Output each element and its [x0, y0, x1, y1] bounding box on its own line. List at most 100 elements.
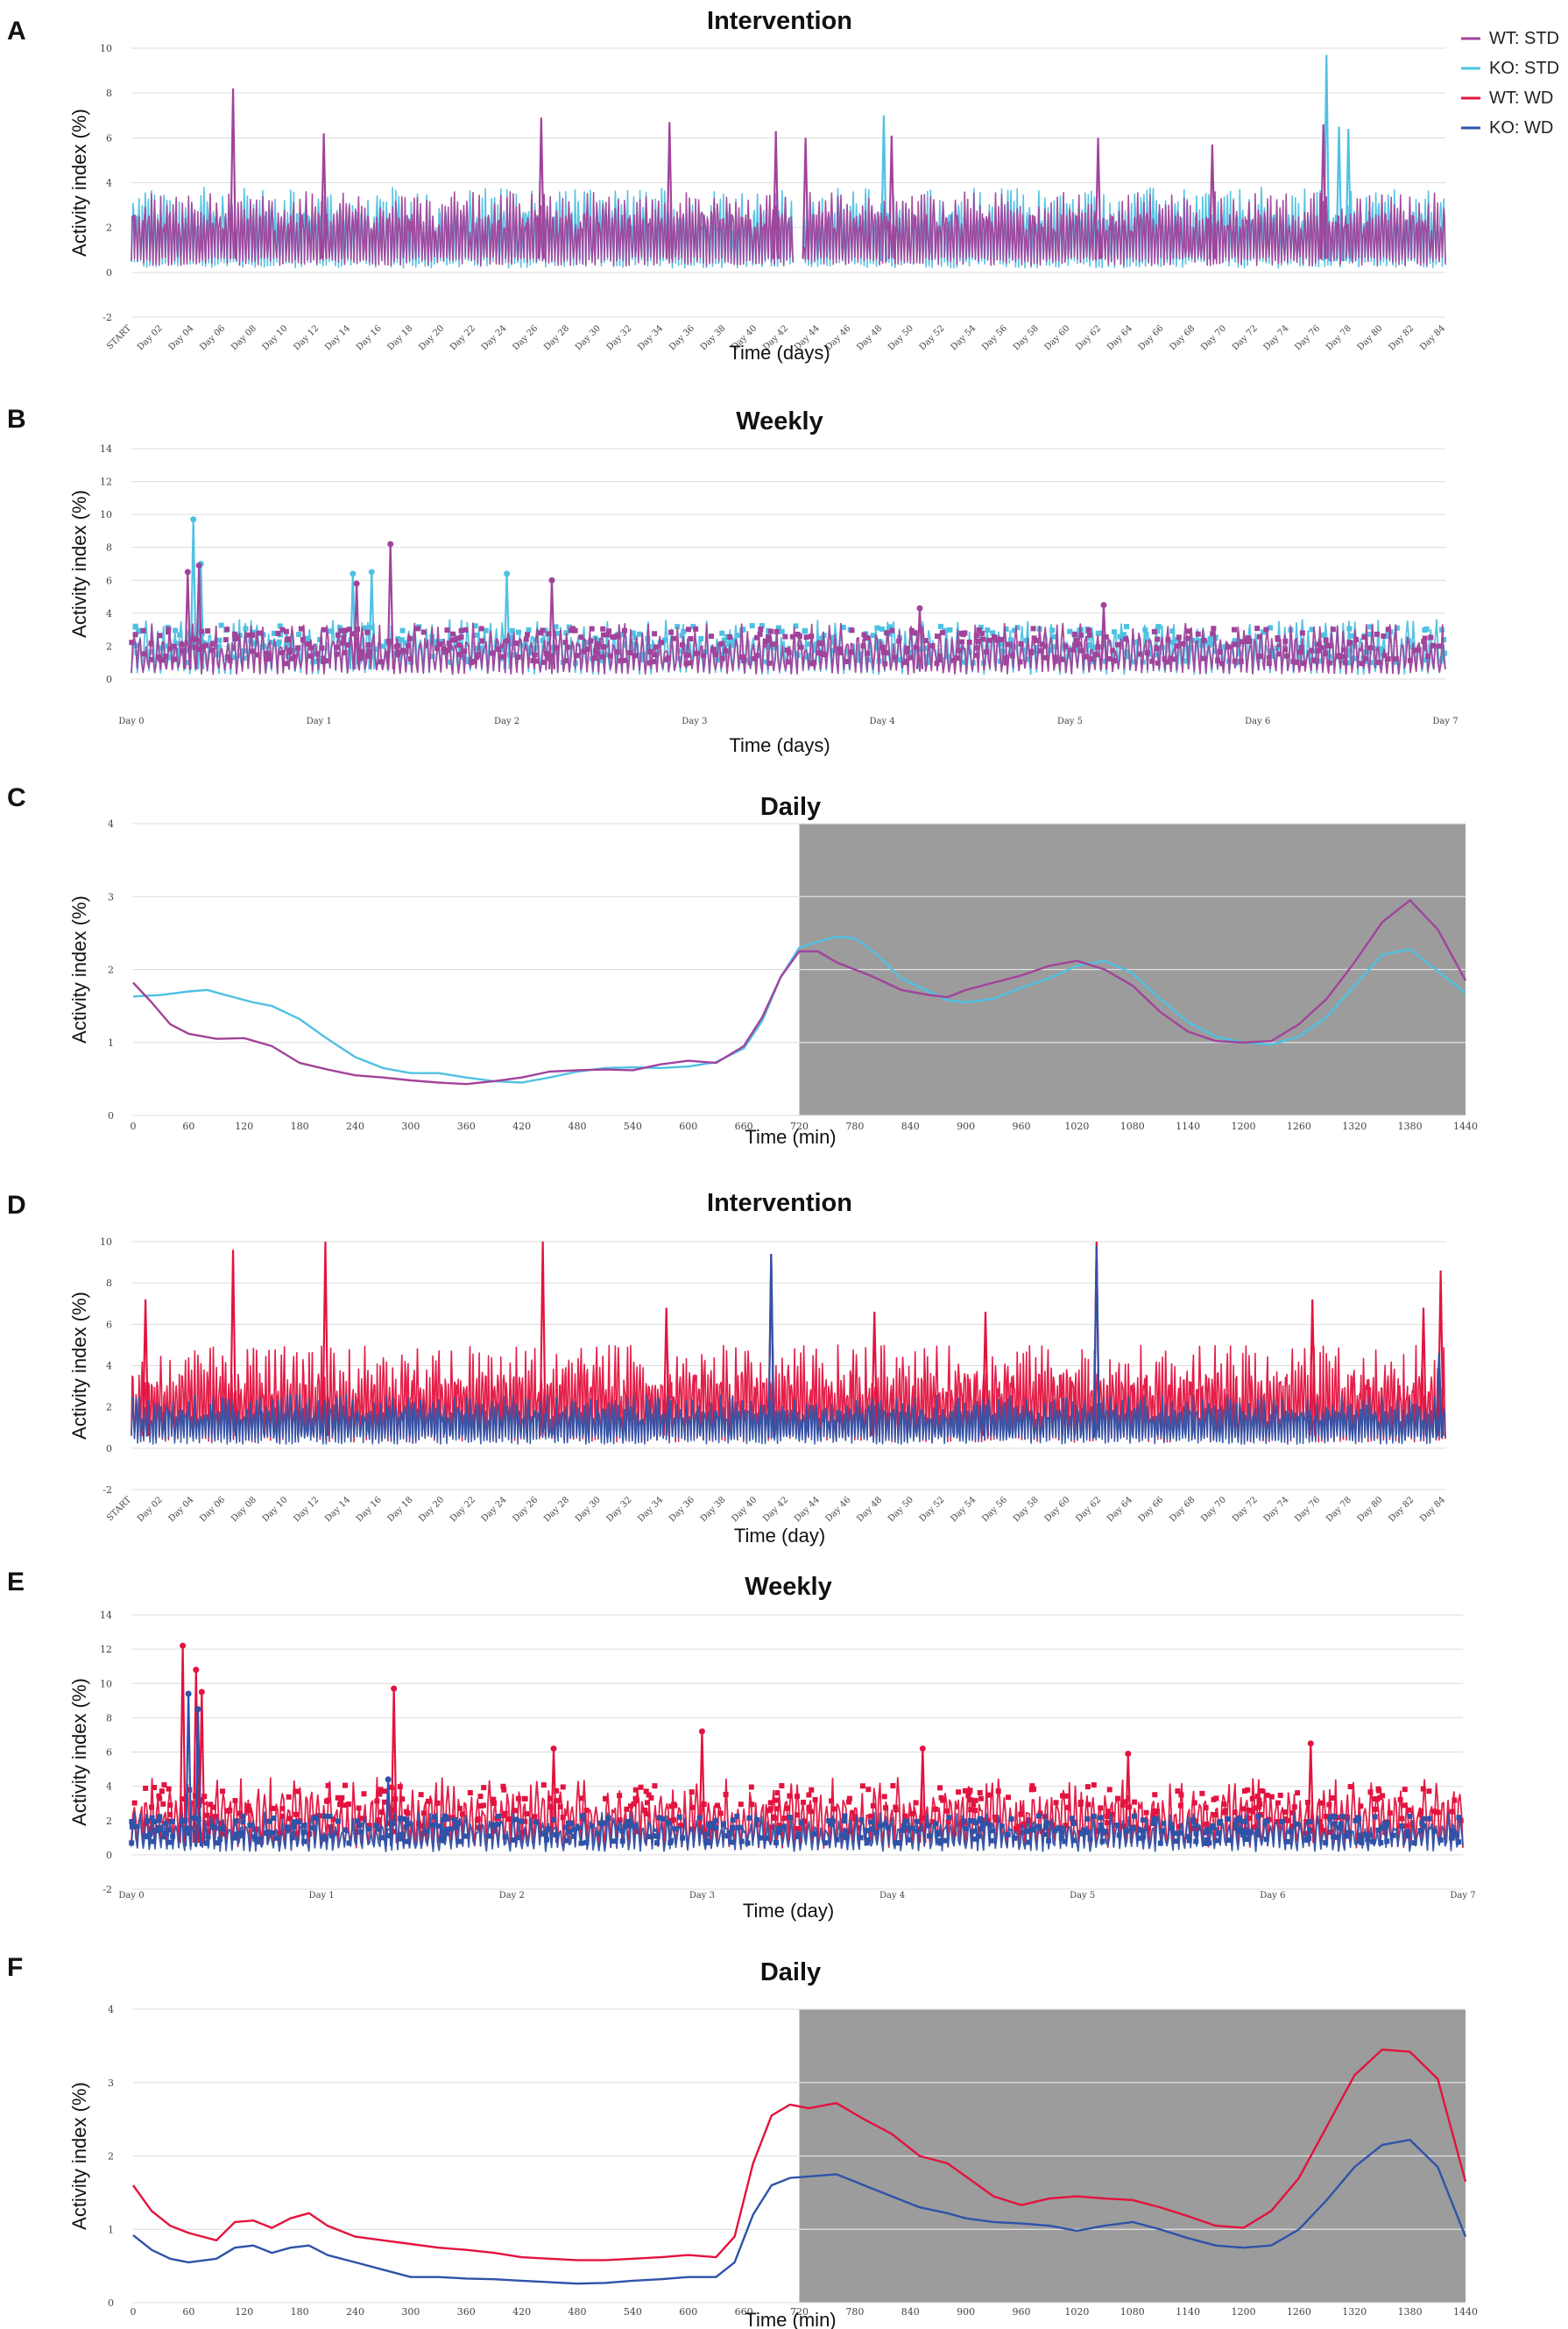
series-marker [301, 1823, 307, 1829]
series-marker [724, 1833, 731, 1839]
series-marker [1003, 660, 1009, 666]
series-marker [1303, 1830, 1309, 1837]
series-marker [1326, 1802, 1332, 1808]
series-marker [1399, 1816, 1405, 1822]
panel-letter: B [7, 405, 26, 434]
series-marker [713, 652, 719, 658]
series-marker [1222, 644, 1228, 650]
series-marker [1231, 626, 1237, 633]
series-marker [167, 646, 173, 652]
series-marker [1418, 1808, 1424, 1814]
series-marker [135, 627, 141, 634]
series-marker [985, 1792, 992, 1798]
series-marker [527, 650, 533, 656]
series-marker [330, 1816, 336, 1823]
series-marker [1259, 1787, 1265, 1794]
series-marker [578, 634, 584, 641]
series-marker [300, 1838, 307, 1844]
series-marker [864, 1840, 870, 1846]
series-marker [340, 640, 346, 646]
series-marker [972, 1808, 978, 1814]
series-marker [1140, 1817, 1146, 1823]
series-marker [1323, 1839, 1329, 1845]
series-marker [227, 657, 233, 663]
series-marker [1114, 1795, 1120, 1802]
series-marker [246, 1808, 252, 1814]
series-marker [829, 1798, 835, 1804]
series-marker [892, 655, 898, 661]
series-marker [298, 626, 304, 632]
series-marker [444, 1826, 450, 1832]
y-tick-label: 10 [100, 1678, 112, 1689]
series-marker [1191, 1800, 1197, 1806]
x-tick-label: 600 [679, 2306, 697, 2318]
series-marker [935, 634, 941, 640]
series-marker [973, 645, 979, 651]
series-marker [397, 1784, 403, 1790]
series-marker [1070, 647, 1076, 653]
series-marker [1144, 650, 1150, 656]
x-tick-label: Day 52 [918, 323, 947, 352]
series-marker [985, 1817, 992, 1823]
x-tick-label: Day 38 [699, 323, 728, 352]
series-marker [908, 655, 914, 661]
series-marker [519, 1830, 525, 1836]
series-marker [1141, 1834, 1147, 1840]
chart-title: Weekly [736, 407, 823, 435]
x-tick-label: Day 50 [886, 1495, 915, 1524]
series-marker [701, 1802, 707, 1808]
series-marker [1297, 659, 1303, 665]
series-marker [652, 631, 658, 637]
series-marker [1276, 651, 1282, 657]
series-marker [472, 623, 478, 629]
series-marker [1442, 650, 1448, 656]
series-marker [754, 1816, 760, 1823]
series-marker [286, 1816, 293, 1822]
series-marker [893, 1807, 899, 1813]
series-marker [627, 649, 633, 655]
series-marker [391, 1685, 398, 1692]
x-tick-label: 1080 [1120, 2306, 1145, 2318]
x-tick-label: Day 42 [761, 1495, 790, 1524]
series-marker [1338, 1821, 1344, 1827]
series-marker [622, 1823, 628, 1830]
series-marker [1456, 1815, 1462, 1821]
series-marker [463, 1833, 470, 1839]
series-marker [965, 1793, 971, 1799]
series-marker [1282, 1809, 1288, 1816]
series-marker [282, 661, 288, 667]
series-marker [1347, 648, 1353, 654]
series-marker [1246, 1829, 1252, 1835]
series-marker [977, 1816, 983, 1822]
series-marker [1018, 1811, 1024, 1817]
series-line-ko-wd [132, 2138, 1467, 2285]
series-marker [166, 1839, 173, 1845]
series-marker [834, 1837, 840, 1843]
series-marker [909, 629, 915, 635]
series-peak [229, 1249, 237, 1436]
series-marker [754, 634, 760, 641]
x-tick-label: 780 [845, 1121, 864, 1132]
series-marker [1215, 1837, 1221, 1844]
series-marker [1324, 642, 1331, 648]
series-marker [971, 1836, 978, 1842]
series-marker [904, 645, 910, 651]
series-marker [1203, 1840, 1209, 1846]
series-marker [1369, 660, 1375, 666]
series-marker [245, 632, 251, 638]
series-marker [620, 632, 626, 638]
series-marker [1394, 659, 1400, 665]
series-marker [667, 1840, 674, 1846]
series-marker [1175, 1788, 1181, 1795]
series-marker [647, 648, 653, 655]
series-marker [1049, 627, 1056, 634]
series-marker [173, 627, 179, 634]
series-marker [243, 626, 249, 632]
series-marker [1358, 1803, 1364, 1809]
series-peak [767, 1254, 775, 1439]
series-marker [378, 659, 384, 665]
series-marker [1456, 1839, 1462, 1845]
series-marker [1210, 1823, 1216, 1829]
series-marker [192, 644, 198, 650]
